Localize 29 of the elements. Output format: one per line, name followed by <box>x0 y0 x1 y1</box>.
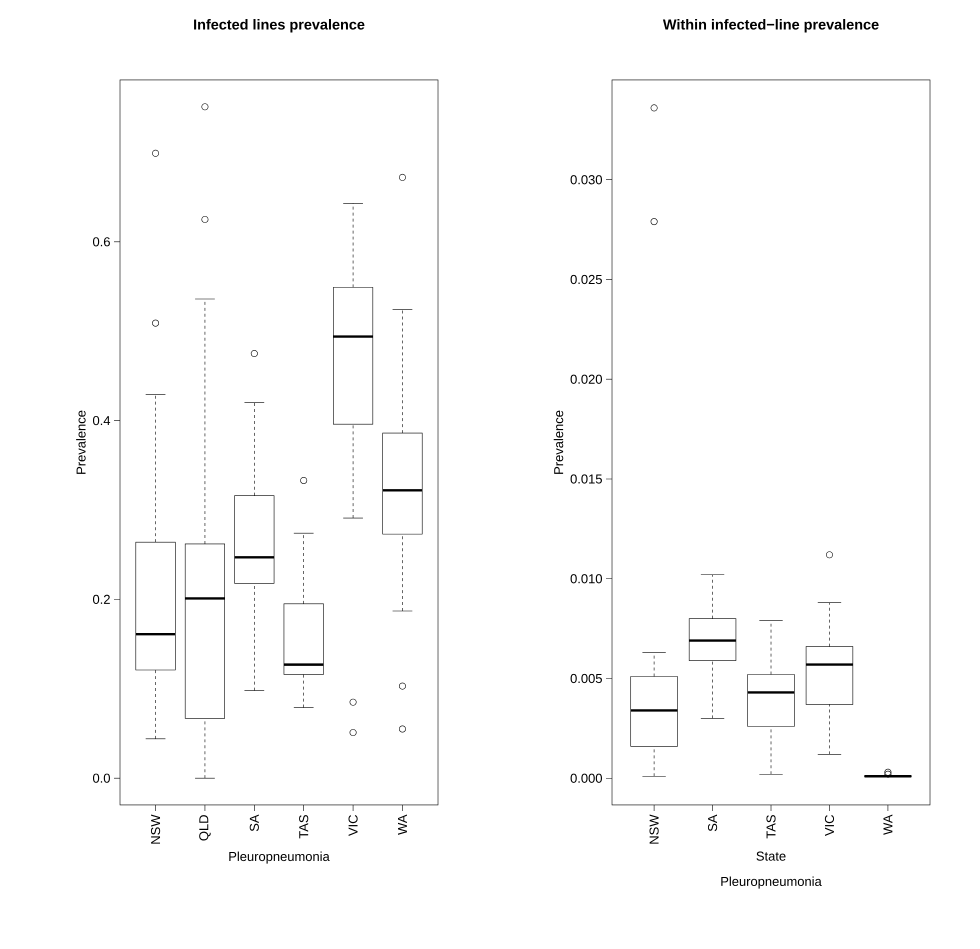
x-tick-label: TAS <box>299 815 308 838</box>
chart-title: Infected lines prevalence <box>194 19 364 32</box>
y-tick-label: 0.030 <box>570 175 602 184</box>
x-tick-label: VIC <box>824 814 834 836</box>
y-axis-title: Prevalence <box>554 410 564 474</box>
y-tick-label: 0.4 <box>92 416 110 426</box>
y-tick-label: 0.010 <box>570 574 602 584</box>
chart-title: Within infected−line prevalence <box>662 19 879 32</box>
y-axis-title: Prevalence <box>76 410 86 474</box>
y-tick-label: 0.020 <box>570 374 602 384</box>
x-tick-label: TAS <box>766 815 776 838</box>
x-tick-label: WA <box>883 814 892 835</box>
x-axis-title: Pleuropneumonia <box>229 852 330 864</box>
y-tick-label: 0.6 <box>92 237 110 246</box>
x-tick-label: QLD <box>199 815 211 841</box>
y-tick-label: 0.000 <box>570 774 602 783</box>
x-tick-label: SA <box>250 814 259 832</box>
x-tick-label: NSW <box>150 814 160 844</box>
y-tick-label: 0.2 <box>92 594 110 604</box>
y-tick-label: 0.0 <box>92 774 110 783</box>
text: Pleuropneumonia <box>721 876 822 889</box>
x-axis-title: State <box>756 852 786 861</box>
y-tick-label: 0.005 <box>570 674 602 684</box>
x-tick-label: VIC <box>348 814 358 836</box>
x-tick-label: WA <box>398 814 407 835</box>
y-tick-label: 0.025 <box>570 274 602 284</box>
x-tick-label: SA <box>708 814 718 832</box>
x-tick-label: NSW <box>650 814 659 844</box>
y-tick-label: 0.015 <box>570 474 602 484</box>
